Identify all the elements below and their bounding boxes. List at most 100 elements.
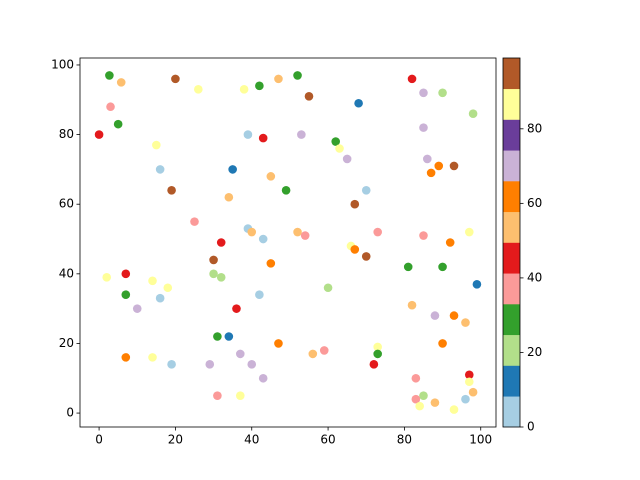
point — [281, 185, 291, 195]
point — [102, 273, 112, 282]
plot-frame — [79, 57, 497, 428]
point — [449, 161, 459, 171]
point — [304, 91, 314, 101]
point — [430, 398, 440, 407]
point — [411, 394, 421, 404]
point — [361, 252, 371, 261]
point — [464, 370, 474, 380]
point — [434, 161, 444, 171]
point — [163, 283, 173, 293]
point — [319, 346, 329, 355]
point — [472, 279, 482, 289]
point — [449, 311, 459, 320]
point — [132, 304, 142, 313]
x-tick-label: 0 — [95, 433, 103, 447]
point — [216, 238, 226, 247]
point — [255, 81, 264, 91]
point — [213, 391, 222, 400]
point — [350, 199, 360, 209]
point — [235, 349, 245, 359]
y-tick-label: 80 — [59, 127, 74, 141]
point — [247, 227, 257, 237]
point — [224, 332, 234, 341]
point — [216, 273, 226, 282]
point — [213, 332, 222, 341]
point — [205, 360, 215, 369]
point — [297, 130, 306, 139]
point — [438, 88, 447, 98]
point — [209, 269, 218, 279]
point — [167, 185, 176, 195]
point — [373, 349, 382, 359]
y-tick-label: 0 — [66, 406, 74, 420]
point — [94, 130, 104, 139]
colorbar-tick-label: 20 — [527, 345, 542, 359]
point — [121, 290, 131, 300]
point — [419, 123, 428, 132]
point — [258, 373, 268, 383]
point — [171, 74, 180, 84]
colorbar-frame — [502, 57, 521, 428]
point — [369, 360, 379, 369]
point — [121, 269, 131, 279]
point — [148, 353, 157, 362]
point — [266, 172, 276, 181]
point — [247, 360, 257, 369]
point — [116, 78, 126, 87]
x-tick-label: 20 — [168, 433, 183, 447]
colorbar-band — [503, 334, 520, 366]
point — [423, 154, 432, 164]
point — [300, 231, 310, 240]
colorbar-band — [503, 242, 520, 274]
point — [407, 74, 417, 84]
point — [232, 304, 241, 313]
y-tick-label: 40 — [59, 266, 74, 280]
point — [464, 377, 474, 387]
point — [167, 360, 176, 369]
point — [190, 217, 199, 226]
point — [449, 405, 459, 414]
point — [106, 102, 115, 112]
point — [438, 262, 447, 272]
y-tick-label: 100 — [51, 57, 74, 71]
point — [194, 85, 203, 94]
point — [415, 401, 424, 411]
point — [411, 373, 421, 383]
colorbar-tick-label: 0 — [527, 420, 535, 434]
colorbar-tick-label: 80 — [527, 121, 542, 135]
point — [438, 339, 447, 348]
x-tick-label: 80 — [397, 433, 412, 447]
point — [468, 387, 478, 397]
point — [342, 154, 352, 164]
point — [224, 192, 234, 202]
colorbar-band — [503, 304, 520, 336]
point — [148, 276, 157, 286]
colorbar-band — [503, 396, 520, 428]
point — [258, 234, 268, 244]
point — [258, 133, 268, 143]
colorbar-band — [503, 150, 520, 182]
point — [468, 109, 478, 118]
colorbar-band — [503, 119, 520, 151]
point — [243, 130, 253, 139]
point — [430, 311, 440, 320]
point — [121, 353, 131, 362]
point — [266, 259, 276, 268]
point — [354, 98, 363, 108]
point — [152, 140, 161, 150]
point — [419, 231, 428, 240]
point — [308, 349, 318, 359]
point — [361, 185, 371, 195]
x-tick-label: 100 — [469, 433, 492, 447]
point — [274, 339, 283, 348]
colorbar-band — [503, 211, 520, 243]
x-tick-label: 60 — [320, 433, 335, 447]
point — [323, 283, 333, 293]
point — [274, 74, 283, 84]
point — [209, 255, 218, 265]
colorbar-tick-label: 40 — [527, 270, 542, 284]
point — [105, 71, 114, 80]
colorbar-band — [503, 181, 520, 213]
point — [419, 391, 428, 400]
